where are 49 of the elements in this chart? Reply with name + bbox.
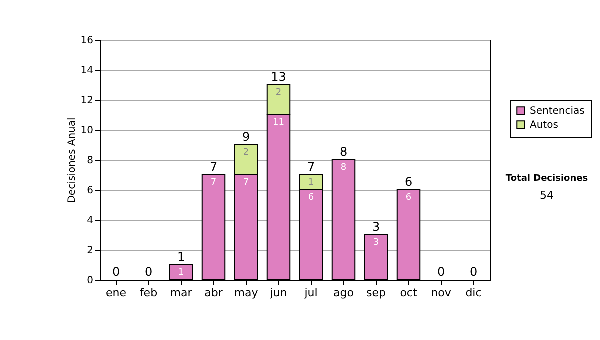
data-label: 8 bbox=[340, 163, 347, 173]
total-label: 0 bbox=[437, 265, 446, 279]
x-tick-label: oct bbox=[400, 286, 418, 300]
total-label: 6 bbox=[404, 175, 413, 189]
data-label: 1 bbox=[178, 268, 184, 278]
total-label: 13 bbox=[271, 70, 286, 84]
total-label: 7 bbox=[210, 160, 218, 174]
x-tick-label: ago bbox=[334, 286, 354, 300]
y-tick-label: 8 bbox=[87, 156, 94, 166]
data-label: 7 bbox=[243, 178, 250, 188]
x-tick-label: jun bbox=[269, 286, 288, 300]
total-label: 7 bbox=[307, 160, 316, 174]
total-label: 8 bbox=[340, 145, 348, 159]
total-label: 0 bbox=[112, 265, 120, 279]
data-label: 2 bbox=[243, 148, 250, 158]
y-tick-label: 12 bbox=[80, 96, 94, 106]
x-tick-label: ene bbox=[106, 286, 127, 300]
data-label: 7 bbox=[210, 178, 217, 188]
x-tick-label: sep bbox=[366, 286, 386, 300]
legend-label: Sentencias bbox=[530, 106, 585, 117]
y-tick-label: 10 bbox=[80, 126, 94, 136]
y-tick-label: 2 bbox=[87, 246, 94, 256]
data-label: 3 bbox=[373, 238, 380, 248]
x-tick-label: dic bbox=[466, 286, 482, 300]
y-tick-label: 0 bbox=[87, 276, 94, 286]
x-tick-label: abr bbox=[204, 286, 224, 300]
text: Total Decisiones bbox=[506, 174, 588, 184]
total-label: 0 bbox=[470, 265, 478, 279]
y-axis-title: Decisiones Anual bbox=[66, 118, 78, 204]
y-tick-label: 6 bbox=[87, 186, 94, 196]
x-tick-label: feb bbox=[140, 286, 158, 300]
data-label: 2 bbox=[276, 88, 282, 98]
y-tick-label: 14 bbox=[80, 66, 94, 76]
x-tick-label: may bbox=[234, 286, 259, 300]
total-label: 1 bbox=[177, 250, 186, 264]
y-tick-label: 16 bbox=[80, 36, 94, 46]
data-label: 6 bbox=[308, 193, 314, 203]
data-label: 1 bbox=[308, 178, 314, 188]
total-label: 3 bbox=[372, 220, 380, 234]
total-label: 9 bbox=[242, 130, 250, 144]
x-tick-label: jul bbox=[304, 286, 318, 300]
data-label: 11 bbox=[273, 118, 284, 128]
text: 54 bbox=[540, 189, 554, 202]
legend-label: Autos bbox=[530, 120, 558, 131]
x-tick-label: mar bbox=[170, 286, 193, 300]
x-tick-label: nov bbox=[431, 286, 452, 300]
data-label: 6 bbox=[406, 193, 412, 203]
y-tick-label: 4 bbox=[87, 216, 94, 226]
total-label: 0 bbox=[144, 265, 153, 279]
